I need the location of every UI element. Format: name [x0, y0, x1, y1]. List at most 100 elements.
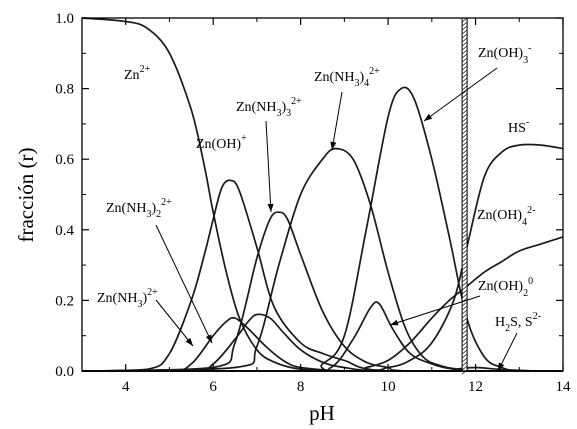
label-h2s-s2minus: H2S, S2-: [495, 311, 541, 334]
x-tick-label: 12: [468, 379, 483, 395]
y-tick-label: 1.0: [55, 11, 74, 27]
marker-hatch: [461, 141, 468, 147]
label-zn-oh-2: Zn(OH)20: [478, 276, 533, 299]
marker-hatch: [461, 149, 468, 155]
marker-hatch: [461, 301, 468, 307]
marker-hatch: [461, 273, 468, 279]
marker-hatch: [461, 309, 468, 315]
marker-hatch: [461, 193, 468, 199]
marker-hatch: [461, 137, 468, 143]
label-zn-oh-plus: Zn(OH)+: [196, 133, 247, 152]
arrow-head: [424, 113, 433, 121]
marker-hatch: [461, 229, 468, 235]
marker-hatch: [461, 233, 468, 239]
marker-hatch: [461, 353, 468, 359]
marker-hatch: [461, 45, 468, 51]
annotation-arrow: [265, 120, 272, 213]
marker-hatch: [461, 245, 468, 251]
y-tick-label: 0.8: [55, 82, 74, 98]
marker-hatch: [461, 253, 468, 259]
annotation-arrow: [155, 224, 213, 344]
arrow-head: [267, 203, 274, 212]
marker-hatch: [461, 225, 468, 231]
marker-hatch: [461, 277, 468, 283]
series-line-9: [81, 143, 564, 372]
marker-hatch: [461, 257, 468, 263]
x-tick-label: 8: [297, 379, 305, 395]
arrow-head: [498, 362, 505, 371]
label-zn-nh3-4: Zn(NH3)42+: [314, 66, 380, 89]
marker-hatch: [461, 181, 468, 187]
marker-hatch: [461, 157, 468, 163]
marker-hatch: [461, 77, 468, 83]
series-line-8: [81, 236, 564, 372]
label-zn-nh3-3: Zn(NH3)32+: [236, 96, 302, 119]
marker-hatch: [461, 25, 468, 31]
annotation-arrow: [155, 299, 194, 347]
marker-hatch: [461, 221, 468, 227]
y-tick-label: 0.6: [55, 152, 74, 168]
marker-hatch: [461, 265, 468, 271]
marker-hatch: [461, 105, 468, 111]
label-zn-oh-3: Zn(OH)3-: [478, 43, 531, 66]
marker-hatch: [461, 213, 468, 219]
arrow-head: [390, 319, 399, 326]
arrow-head: [330, 141, 337, 150]
marker-hatch: [461, 73, 468, 79]
marker-hatch: [461, 161, 468, 167]
marker-hatch: [461, 329, 468, 335]
marker-hatch: [461, 313, 468, 319]
series-line-5: [81, 147, 563, 372]
label-zn-nh3-2: Zn(NH3)22+: [106, 197, 172, 220]
marker-hatch: [461, 241, 468, 247]
marker-hatch: [461, 209, 468, 215]
marker-hatch: [461, 169, 468, 175]
marker-hatch: [461, 57, 468, 63]
marker-hatch: [461, 125, 468, 131]
label-zn-oh-4: Zn(OH)42-: [477, 205, 535, 228]
series-line-7: [81, 86, 563, 372]
arrow-head: [205, 334, 212, 343]
marker-hatch: [461, 261, 468, 267]
marker-hatch: [461, 49, 468, 55]
marker-hatch: [461, 357, 468, 363]
marker-hatch: [461, 237, 468, 243]
x-tick-label: 14: [556, 379, 572, 395]
marker-hatch: [461, 85, 468, 91]
marker-hatch: [461, 293, 468, 299]
marker-hatch: [461, 121, 468, 127]
marker-hatch: [461, 97, 468, 103]
marker-hatch: [461, 177, 468, 183]
label-hs-minus: HS-: [508, 117, 529, 136]
marker-hatch: [461, 53, 468, 59]
marker-hatch: [461, 365, 468, 371]
annotation-arrow: [423, 67, 498, 122]
x-tick-label: 4: [122, 379, 130, 395]
arrow-head: [185, 337, 193, 346]
marker-hatch: [461, 61, 468, 67]
marker-hatch: [461, 185, 468, 191]
annotation-arrow: [331, 91, 343, 151]
marker-hatch: [461, 21, 468, 27]
marker-hatch: [461, 93, 468, 99]
marker-hatch: [461, 29, 468, 35]
series-line-2: [81, 179, 563, 372]
y-tick-label: 0.0: [55, 364, 74, 380]
y-tick-label: 0.4: [55, 223, 74, 239]
marker-hatch: [461, 153, 468, 159]
marker-hatch: [461, 33, 468, 39]
y-tick-label: 0.2: [55, 293, 74, 309]
label-zn2plus: Zn2+: [124, 64, 151, 83]
marker-hatch: [461, 129, 468, 135]
annotation-arrows: [155, 67, 518, 372]
marker-hatch: [461, 201, 468, 207]
marker-hatch: [461, 41, 468, 47]
marker-hatch: [461, 333, 468, 339]
marker-hatch: [461, 113, 468, 119]
marker-hatch: [461, 337, 468, 343]
marker-hatch: [461, 65, 468, 71]
marker-hatch: [461, 269, 468, 275]
marker-hatch: [461, 289, 468, 295]
marker-hatch: [461, 305, 468, 311]
